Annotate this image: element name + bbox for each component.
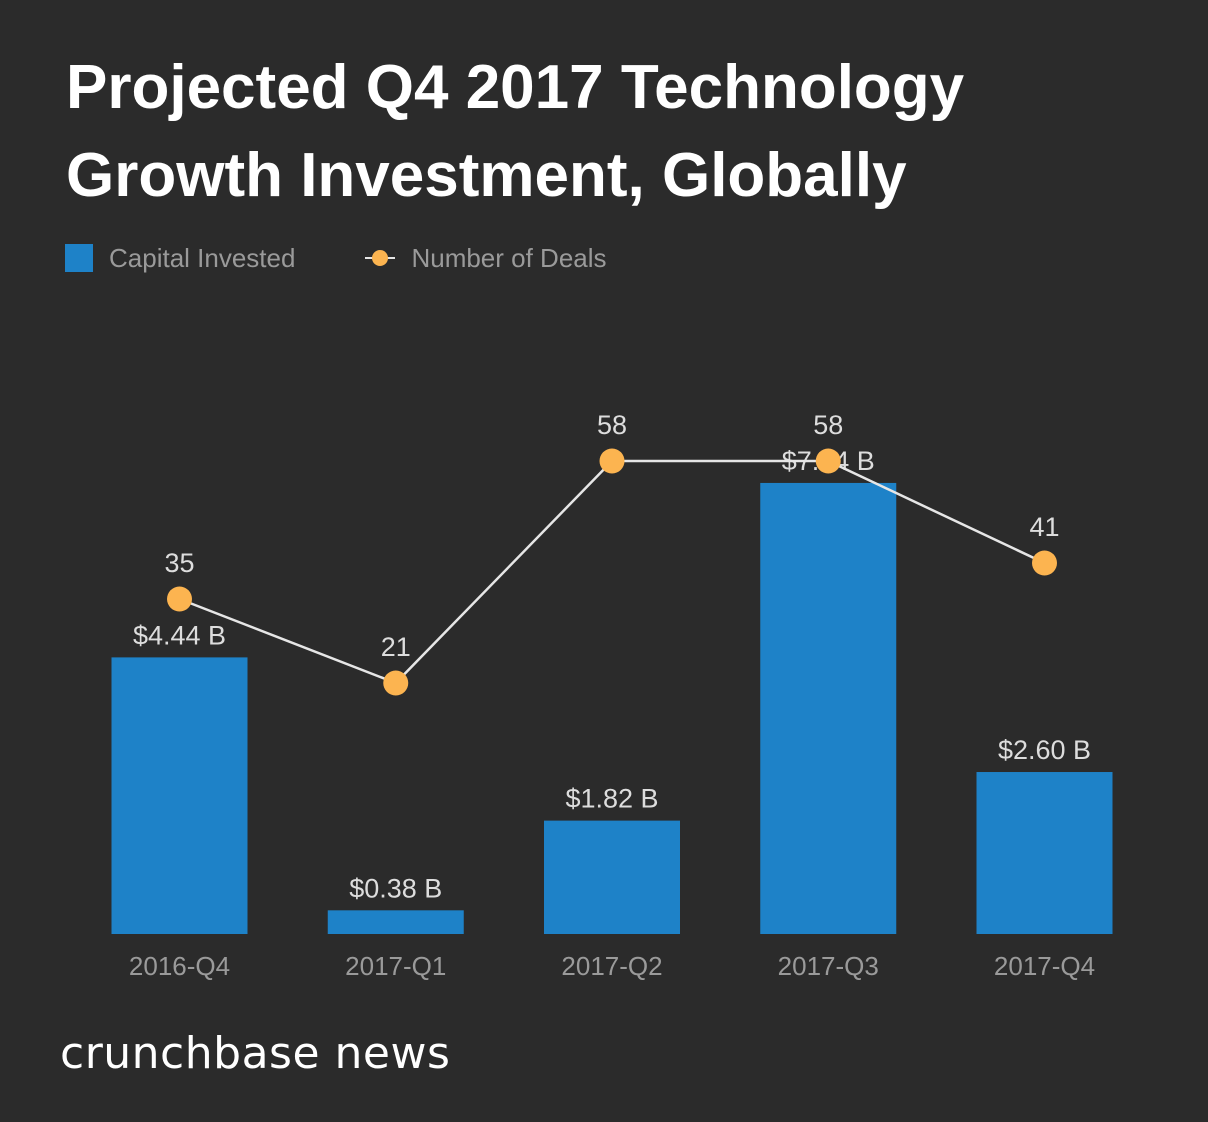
legend: Capital Invested Number of Deals	[65, 240, 677, 276]
bar-2017-q2	[544, 820, 680, 934]
bar-2016-q4	[111, 657, 248, 934]
legend-label-number-of-deals: Number of Deals	[411, 242, 607, 273]
deals-value-label-2017-q4: 41	[1029, 512, 1059, 542]
deals-point-2017-q4	[1032, 550, 1057, 576]
bar-value-label-2017-q2: $1.82 B	[565, 784, 658, 814]
bar-value-label-2017-q4: $2.60 B	[998, 735, 1091, 765]
deals-point-2017-q1	[383, 670, 409, 696]
deals-line	[179, 459, 1046, 685]
deals-point-2016-q4	[167, 586, 192, 612]
legend-swatch-bar	[65, 244, 93, 272]
deals-value-label-2017-q1: 21	[381, 632, 411, 662]
bar-2017-q1	[327, 910, 464, 934]
legend-swatch-line	[365, 250, 396, 266]
x-tick-label-2017-q1: 2017-Q1	[345, 951, 446, 981]
x-tick-label-2017-q2: 2017-Q2	[561, 951, 662, 981]
deals-value-label-2017-q2: 58	[597, 410, 627, 440]
x-tick-label-2017-q3: 2017-Q3	[778, 951, 879, 981]
legend-item-capital-invested: Capital Invested	[65, 243, 295, 274]
brand-logo: crunchbase news	[60, 1028, 451, 1079]
bar-value-label-2017-q1: $0.38 B	[349, 873, 442, 903]
x-tick-label-2017-q4: 2017-Q4	[994, 951, 1095, 981]
chart-title: Projected Q4 2017 Technology Growth Inve…	[66, 53, 965, 210]
x-tick-label-2016-q4: 2016-Q4	[129, 951, 230, 981]
deals-point-2017-q3	[815, 448, 841, 474]
legend-item-number-of-deals: Number of Deals	[365, 242, 607, 274]
bar-2017-q3	[760, 482, 897, 934]
legend-label-capital-invested: Capital Invested	[109, 242, 296, 273]
deals-point-2017-q2	[599, 448, 625, 474]
bar-2017-q4	[976, 772, 1113, 934]
bar-value-label-2016-q4: $4.44 B	[133, 620, 226, 650]
deals-value-label-2017-q3: 58	[813, 410, 843, 440]
deals-value-label-2016-q4: 35	[164, 548, 194, 578]
